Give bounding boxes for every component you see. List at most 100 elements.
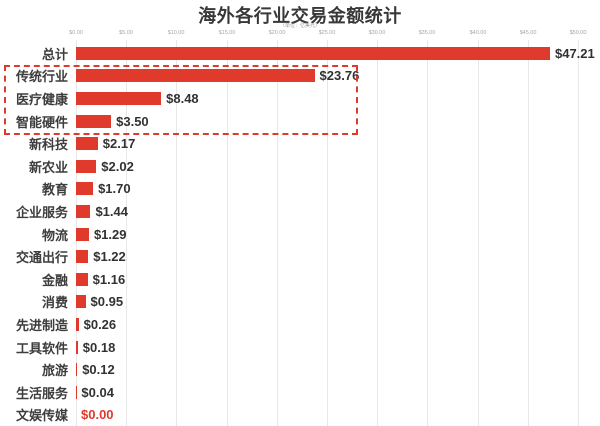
- bar-track: $2.17: [76, 136, 135, 151]
- value-label: $1.22: [93, 249, 126, 265]
- category-label: 新农业: [28, 159, 68, 175]
- gridline: [477, 40, 479, 426]
- category-label: 传统行业: [15, 69, 68, 85]
- bar-row: 传统行业 $23.76: [0, 65, 600, 88]
- gridline: [176, 40, 178, 426]
- category-label: 金融: [41, 272, 68, 288]
- bar-track: $0.26: [76, 317, 116, 332]
- bar-track: $1.70: [76, 181, 131, 196]
- category-label: 交通出行: [15, 250, 68, 266]
- bar-track: $2.02: [76, 159, 134, 174]
- bar: [76, 46, 550, 60]
- bar: [76, 317, 79, 331]
- bar: [76, 114, 112, 128]
- gridline: [527, 40, 529, 426]
- bar-track: $0.18: [76, 340, 115, 355]
- bar-row: 交通出行 $1.22: [0, 245, 600, 268]
- bar-row: 文娱传媒 $0.00: [0, 404, 600, 426]
- bar-track: $3.50: [76, 114, 149, 129]
- bar-track: $1.16: [76, 272, 125, 287]
- axis-tick-label: $20.00: [268, 29, 286, 36]
- bar-row: 物流 $1.29: [0, 223, 600, 246]
- category-label: 总计: [41, 46, 68, 62]
- bar: [76, 295, 86, 309]
- value-label: $0.26: [83, 316, 117, 332]
- bar-rows-container: 总计 $47.21 传统行业 $23.76 医疗健康 $8.48 智能硬件 $3.50 新科技 $…: [0, 42, 600, 426]
- value-label: $8.48: [166, 90, 199, 106]
- category-label: 文娱传媒: [15, 408, 68, 424]
- bar-track: $0.00: [76, 407, 114, 422]
- value-label: $23.76: [319, 68, 360, 84]
- bar-row: 企业服务 $1.44: [0, 200, 600, 223]
- value-label: $1.29: [93, 226, 127, 242]
- bar: [76, 137, 98, 151]
- category-label: 教育: [41, 182, 68, 198]
- bar-row: 金融 $1.16: [0, 268, 600, 291]
- chart-title: 海外各行业交易金额统计: [198, 6, 402, 26]
- bar-row: 新科技 $2.17: [0, 132, 600, 155]
- bar: [76, 227, 89, 241]
- gridline: [126, 40, 128, 426]
- bar: [76, 91, 162, 105]
- category-label: 新科技: [28, 137, 68, 153]
- axis-tick-label: $45.00: [519, 29, 537, 36]
- bar: [76, 250, 89, 264]
- bar-row: 智能硬件 $3.50: [0, 110, 600, 133]
- value-label: $0.04: [81, 384, 114, 400]
- chart-subtitle: （单位：亿美元）: [280, 22, 320, 29]
- gridline: [327, 40, 328, 426]
- bar-track: $8.48: [76, 91, 199, 106]
- value-label: $2.17: [102, 136, 136, 152]
- bar: [76, 340, 78, 354]
- category-label: 医疗健康: [15, 91, 68, 107]
- category-label: 旅游: [41, 363, 68, 379]
- category-label: 物流: [41, 227, 68, 243]
- value-label: $1.16: [92, 271, 126, 287]
- axis-tick-label: $15.00: [218, 29, 236, 36]
- value-label: $1.70: [98, 181, 131, 197]
- bar-track: $0.95: [76, 294, 123, 309]
- value-label: $0.95: [90, 294, 124, 310]
- bar: [76, 204, 91, 218]
- gridline: [578, 40, 579, 426]
- axis-tick-label: $35.00: [418, 29, 436, 36]
- bar-row: 旅游 $0.12: [0, 358, 600, 381]
- value-label: $0.18: [82, 339, 116, 355]
- bar: [76, 159, 97, 173]
- bar-row: 生活服务 $0.04: [0, 381, 600, 404]
- bar-row: 新农业 $2.02: [0, 155, 600, 178]
- gridline: [427, 40, 429, 426]
- bar: [76, 182, 94, 196]
- bar-row: 工具软件 $0.18: [0, 336, 600, 359]
- category-label: 消费: [41, 295, 68, 311]
- bar-track: $0.12: [76, 362, 115, 377]
- axis-tick-label: $50.00: [569, 29, 587, 36]
- value-label: $0.12: [82, 362, 115, 378]
- axis-tick-label: $5.00: [119, 29, 134, 36]
- value-label: $0.00: [81, 407, 114, 423]
- category-label: 先进制造: [15, 317, 68, 333]
- bar-track: $1.29: [76, 227, 126, 242]
- bar-row: 总计 $47.21: [0, 42, 600, 65]
- gridline: [276, 40, 278, 426]
- bar-row: 先进制造 $0.26: [0, 313, 600, 336]
- value-label: $1.44: [95, 203, 128, 219]
- value-label: $2.02: [101, 158, 134, 174]
- gridline: [377, 40, 379, 426]
- bar-track: $23.76: [76, 68, 359, 83]
- bar-track: $1.22: [76, 249, 126, 264]
- category-label: 工具软件: [15, 340, 68, 356]
- bar: [76, 272, 88, 286]
- bar: [76, 69, 315, 83]
- axis-tick-label: $25.00: [318, 29, 336, 36]
- bar-row: 医疗健康 $8.48: [0, 87, 600, 110]
- category-label: 智能硬件: [15, 114, 68, 130]
- bar-track: $0.04: [76, 385, 114, 400]
- bar-track: $1.44: [76, 204, 128, 219]
- axis-tick-label: $0.00: [69, 29, 83, 36]
- bar: [76, 363, 78, 377]
- value-label: $47.21: [554, 45, 595, 61]
- bar-row: 教育 $1.70: [0, 178, 600, 201]
